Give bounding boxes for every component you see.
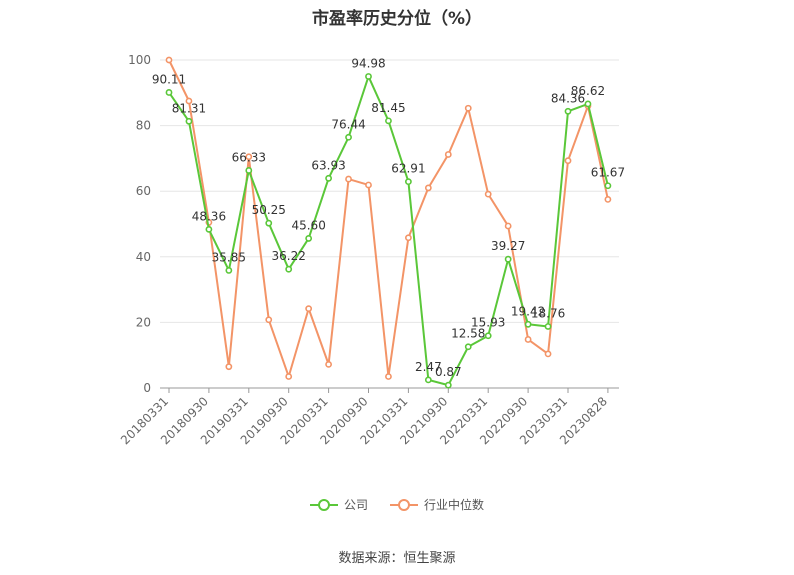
industry-median-point xyxy=(245,153,253,161)
company-point xyxy=(444,381,452,389)
company-point xyxy=(504,255,512,263)
legend-label-industry-median: 行业中位数 xyxy=(424,498,485,512)
data-label: 45.60 xyxy=(291,218,325,232)
company-point xyxy=(524,320,532,328)
data-label: 84.36 xyxy=(551,91,585,105)
legend-swatch-industry-median xyxy=(390,498,418,511)
industry-median-point xyxy=(305,305,313,313)
company-point xyxy=(265,219,273,227)
industry-median-point xyxy=(544,350,552,358)
legend-label-company: 公司 xyxy=(343,498,368,512)
company-point xyxy=(604,182,612,190)
data-label: 90.11 xyxy=(152,72,186,86)
company-point xyxy=(225,267,233,274)
data-label: 35.85 xyxy=(212,250,246,264)
industry-median-point xyxy=(365,181,372,189)
company-point xyxy=(484,332,492,340)
industry-median-point xyxy=(265,316,273,324)
data-label: 19.42 xyxy=(511,304,545,318)
data-label: 15.93 xyxy=(471,316,505,330)
y-tick-label: 100 xyxy=(128,53,151,67)
industry-median-point xyxy=(484,190,492,198)
industry-median-point xyxy=(504,222,512,230)
y-tick-label: 80 xyxy=(136,119,151,133)
data-label: 62.91 xyxy=(391,162,425,176)
data-label: 66.33 xyxy=(232,150,266,164)
y-tick-label: 40 xyxy=(136,250,151,264)
data-label: 2.47 xyxy=(415,360,442,374)
industry-median-point xyxy=(424,184,432,192)
legend-item-industry-median[interactable]: 行业中位数 xyxy=(390,496,484,513)
data-label: 81.31 xyxy=(172,101,206,115)
company-point xyxy=(564,107,572,115)
industry-median-point xyxy=(285,373,293,380)
legend-item-company[interactable]: 公司 xyxy=(309,496,368,513)
data-label: 36.22 xyxy=(272,249,306,263)
company-point xyxy=(404,178,412,186)
industry-median-point xyxy=(225,363,233,371)
industry-median-point xyxy=(404,234,412,242)
company-point xyxy=(305,235,313,242)
data-label: 63.93 xyxy=(311,158,345,172)
y-tick-label: 20 xyxy=(136,315,151,329)
company-point xyxy=(345,133,352,141)
data-label: 12.58 xyxy=(451,327,485,341)
data-label: 39.27 xyxy=(491,239,525,253)
data-label: 86.62 xyxy=(571,84,605,98)
data-label: 94.98 xyxy=(351,56,385,70)
industry-median-point xyxy=(524,336,532,343)
data-label: 18.76 xyxy=(531,306,565,320)
industry-median-point xyxy=(564,157,572,165)
company-point xyxy=(165,89,173,96)
industry-median-point xyxy=(464,104,472,112)
legend-swatch-company xyxy=(309,498,338,511)
company-point xyxy=(584,100,592,108)
company-point xyxy=(285,265,293,273)
data-label: 61.67 xyxy=(591,166,625,180)
industry-median-point xyxy=(444,151,452,158)
industry-median-point xyxy=(165,56,173,64)
data-label: 76.44 xyxy=(331,117,365,131)
source-note: 数据来源：恒生聚源 xyxy=(338,551,456,566)
industry-median-point xyxy=(604,195,612,203)
company-point xyxy=(424,376,432,384)
data-label: 0.87 xyxy=(435,365,462,379)
company-point xyxy=(365,73,372,80)
company-point xyxy=(464,343,472,351)
industry-median-point xyxy=(325,360,332,368)
chart-title: 市盈率历史分位（%） xyxy=(311,9,483,29)
company-point xyxy=(544,323,552,330)
data-label: 50.25 xyxy=(252,203,286,217)
company-point xyxy=(325,174,332,182)
industry-median-point xyxy=(385,373,392,380)
industry-median-point xyxy=(345,175,352,183)
y-tick-label: 0 xyxy=(143,381,151,395)
company-point xyxy=(245,167,253,174)
company-point xyxy=(385,117,392,125)
y-tick-label: 60 xyxy=(136,184,151,198)
legend: 公司 行业中位数 xyxy=(0,496,794,513)
company-point xyxy=(185,117,193,125)
data-label: 48.36 xyxy=(192,209,226,223)
industry-median-point xyxy=(185,97,193,105)
company-point xyxy=(205,225,213,233)
data-label: 81.45 xyxy=(371,101,405,115)
